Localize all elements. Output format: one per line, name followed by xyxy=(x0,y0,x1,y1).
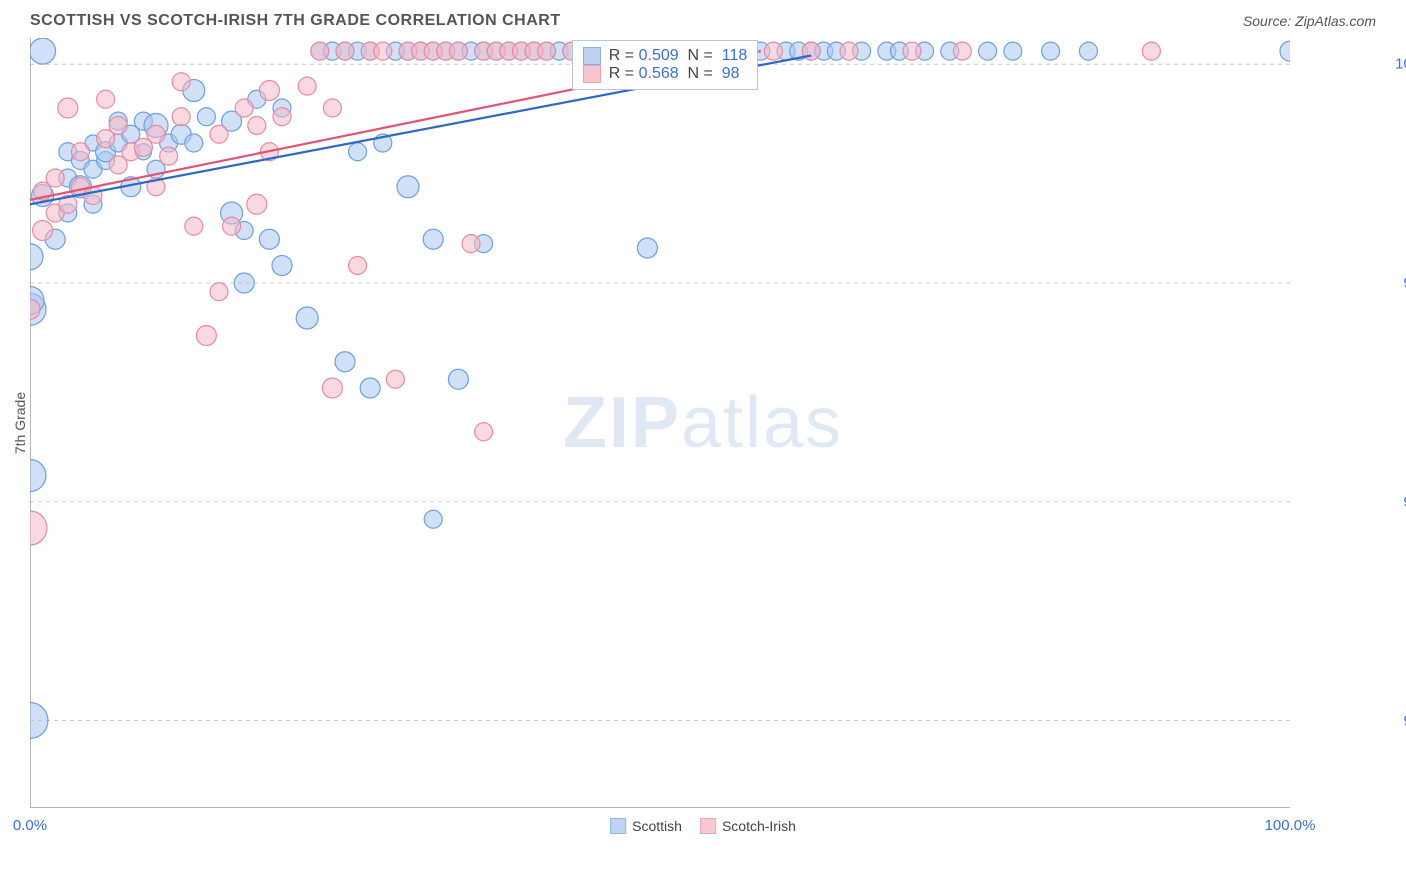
x-tick-label: 0.0% xyxy=(13,817,47,834)
data-point xyxy=(71,143,89,161)
data-point xyxy=(185,134,203,152)
data-point xyxy=(360,378,380,398)
stats-row: R = 0.568 N = 98 xyxy=(583,65,747,83)
data-point xyxy=(185,217,203,235)
legend-label: Scotch-Irish xyxy=(722,818,796,834)
data-point xyxy=(349,143,367,161)
data-point xyxy=(349,257,367,275)
data-point xyxy=(58,98,78,118)
data-point xyxy=(210,283,228,301)
data-point xyxy=(462,235,480,253)
data-point xyxy=(449,42,467,60)
stats-text: R = 0.509 N = 118 xyxy=(609,47,747,65)
data-point xyxy=(323,99,341,117)
data-point xyxy=(764,42,782,60)
legend-label: Scottish xyxy=(632,818,682,834)
data-point xyxy=(160,147,178,165)
plot-area: 7th Grade ZIPatlas 92.5%95.0%97.5%100.0%… xyxy=(30,38,1376,808)
data-point xyxy=(1004,42,1022,60)
data-point xyxy=(248,117,266,135)
data-point xyxy=(335,352,355,372)
data-point xyxy=(223,217,241,235)
data-point xyxy=(247,194,267,214)
data-point xyxy=(1079,42,1097,60)
data-point xyxy=(424,510,442,528)
data-point xyxy=(147,125,165,143)
data-point xyxy=(109,117,127,135)
y-tick-label: 100.0% xyxy=(1395,56,1406,73)
x-tick-label: 100.0% xyxy=(1265,817,1316,834)
scatter-chart xyxy=(30,38,1290,808)
data-point xyxy=(196,326,216,346)
data-point xyxy=(475,423,493,441)
data-point xyxy=(1042,42,1060,60)
data-point xyxy=(953,42,971,60)
data-point xyxy=(30,511,47,545)
data-point xyxy=(1142,42,1160,60)
data-point xyxy=(197,108,215,126)
data-point xyxy=(259,229,279,249)
stats-legend-box: R = 0.509 N = 118R = 0.568 N = 98 xyxy=(572,40,758,90)
data-point xyxy=(322,378,342,398)
data-point xyxy=(97,90,115,108)
legend-item: Scottish xyxy=(610,818,682,834)
y-axis-label: 7th Grade xyxy=(12,392,28,454)
data-point xyxy=(235,99,253,117)
data-point xyxy=(448,369,468,389)
stats-row: R = 0.509 N = 118 xyxy=(583,47,747,65)
data-point xyxy=(637,238,657,258)
chart-title: SCOTTISH VS SCOTCH-IRISH 7TH GRADE CORRE… xyxy=(30,12,561,30)
stats-text: R = 0.568 N = 98 xyxy=(609,65,740,83)
data-point xyxy=(234,273,254,293)
data-point xyxy=(259,81,279,101)
data-point xyxy=(30,244,43,270)
data-point xyxy=(423,229,443,249)
data-point xyxy=(538,42,556,60)
data-point xyxy=(30,460,46,492)
data-point xyxy=(296,307,318,329)
data-point xyxy=(1280,41,1290,61)
data-point xyxy=(336,42,354,60)
legend-swatch xyxy=(610,818,626,834)
source-label: Source: ZipAtlas.com xyxy=(1243,13,1376,29)
data-point xyxy=(30,38,56,64)
data-point xyxy=(210,125,228,143)
data-point xyxy=(46,169,64,187)
data-point xyxy=(30,703,48,739)
data-point xyxy=(298,77,316,95)
data-point xyxy=(903,42,921,60)
data-point xyxy=(386,370,404,388)
data-point xyxy=(172,108,190,126)
data-point xyxy=(840,42,858,60)
data-point xyxy=(272,256,292,276)
data-point xyxy=(172,73,190,91)
data-point xyxy=(33,221,53,241)
bottom-legend: Scottish Scotch-Irish xyxy=(610,818,796,834)
data-point xyxy=(397,176,419,198)
data-point xyxy=(374,42,392,60)
data-point xyxy=(979,42,997,60)
data-point xyxy=(311,42,329,60)
data-point xyxy=(273,108,291,126)
stats-swatch xyxy=(583,47,601,65)
stats-swatch xyxy=(583,65,601,83)
legend-swatch xyxy=(700,818,716,834)
legend-item: Scotch-Irish xyxy=(700,818,796,834)
